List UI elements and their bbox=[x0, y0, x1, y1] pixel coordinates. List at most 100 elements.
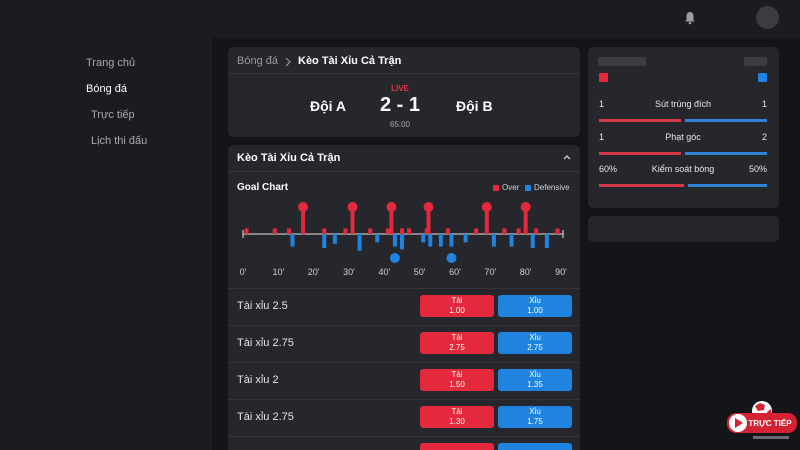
away-stat-value: 1 bbox=[761, 99, 767, 109]
over-odds-value: 1.30 bbox=[449, 417, 465, 426]
defensive-bar bbox=[509, 234, 514, 247]
x-tick-label: 50' bbox=[414, 267, 426, 277]
over-goal-marker bbox=[520, 202, 531, 212]
defensive-bar bbox=[357, 234, 362, 251]
over-goal-marker bbox=[481, 202, 492, 212]
away-stat-value: 2 bbox=[761, 132, 767, 142]
over-odds-value: 2.75 bbox=[449, 343, 465, 352]
sidebar bbox=[0, 38, 212, 450]
defensive-bar bbox=[332, 234, 337, 244]
live-badge: LIVE bbox=[391, 84, 409, 93]
over-bar bbox=[385, 228, 390, 234]
sidebar-item-football[interactable]: Bóng đá bbox=[86, 83, 127, 95]
defensive-goal-marker bbox=[446, 253, 457, 263]
over-odds-button[interactable] bbox=[420, 443, 494, 450]
divider bbox=[228, 73, 580, 74]
over-odds-button[interactable]: Tài 1.50 bbox=[420, 369, 494, 391]
under-odds-value: 1.75 bbox=[527, 417, 543, 426]
over-bar bbox=[272, 228, 277, 234]
defensive-bar bbox=[392, 234, 397, 247]
goal-chart-title: Goal Chart bbox=[237, 182, 289, 193]
stats-card bbox=[588, 47, 779, 208]
section-title: Kèo Tài Xỉu Cả Trận bbox=[237, 152, 341, 164]
over-bar bbox=[400, 228, 404, 234]
under-odds-button[interactable]: Xỉu 1.35 bbox=[498, 369, 572, 391]
stat-label: Sút trúng đích bbox=[654, 99, 712, 109]
top-bar bbox=[0, 0, 800, 38]
under-odds-label: Xỉu bbox=[529, 370, 541, 379]
breadcrumb-current: Kèo Tài Xỉu Cả Trận bbox=[298, 55, 402, 67]
x-tick-label: 70' bbox=[484, 267, 496, 277]
x-tick-label: 90' bbox=[555, 267, 567, 277]
defensive-bar bbox=[322, 234, 327, 248]
over-bar bbox=[426, 210, 431, 234]
chevron-right-icon bbox=[285, 57, 291, 67]
odds-row-label: Tài xỉu 2.75 bbox=[237, 411, 294, 423]
under-odds-label: Xỉu bbox=[529, 333, 541, 342]
bell-icon[interactable] bbox=[684, 11, 696, 25]
x-tick-label: 20' bbox=[308, 267, 320, 277]
legend-over-swatch bbox=[493, 184, 499, 191]
truc-tiep-logo: TRỰC TIẾP bbox=[727, 401, 797, 439]
divider bbox=[228, 288, 580, 289]
over-bar bbox=[474, 228, 479, 234]
x-tick-label: 0' bbox=[240, 267, 247, 277]
x-tick-label: 30' bbox=[343, 267, 355, 277]
over-odds-value: 1.50 bbox=[449, 380, 465, 389]
match-minute: 65:00 bbox=[389, 120, 411, 129]
legend-defensive-swatch bbox=[525, 184, 531, 191]
legend-defensive-label: Defensive bbox=[534, 183, 570, 192]
avatar[interactable] bbox=[756, 6, 779, 29]
sidebar-item-home[interactable]: Trang chủ bbox=[86, 57, 136, 69]
odds-row-label: Tài xỉu 2.5 bbox=[237, 300, 288, 312]
under-odds-value: 1.00 bbox=[527, 306, 543, 315]
away-stat-bar bbox=[685, 152, 767, 155]
home-name-placeholder bbox=[598, 57, 646, 66]
x-tick-label: 60' bbox=[449, 267, 461, 277]
under-odds-button[interactable]: Xỉu 1.00 bbox=[498, 295, 572, 317]
over-odds-button[interactable]: Tài 2.75 bbox=[420, 332, 494, 354]
under-odds-button[interactable] bbox=[498, 443, 572, 450]
over-odds-label: Tài bbox=[451, 407, 463, 416]
legend-over: Over bbox=[493, 183, 519, 192]
defensive-bar bbox=[400, 234, 404, 250]
divider bbox=[228, 399, 580, 400]
under-odds-value: 1.35 bbox=[527, 380, 543, 389]
home-team-color bbox=[599, 73, 608, 82]
over-bar bbox=[343, 228, 348, 234]
over-bar bbox=[301, 210, 306, 234]
match-score: 2 - 1 bbox=[379, 94, 421, 116]
over-odds-value: 1.00 bbox=[449, 306, 465, 315]
over-bar bbox=[286, 228, 291, 234]
over-odds-button[interactable]: Tài 1.30 bbox=[420, 406, 494, 428]
over-odds-label: Tài bbox=[451, 370, 463, 379]
over-bar bbox=[534, 228, 539, 234]
odds-row-label: Tài xỉu 2 bbox=[237, 374, 279, 386]
x-tick-label: 10' bbox=[272, 267, 284, 277]
over-bar bbox=[445, 228, 450, 234]
sidebar-item-live[interactable]: Trực tiếp bbox=[91, 109, 135, 121]
logo-text: TRỰC TIẾP bbox=[748, 418, 792, 428]
over-goal-marker bbox=[423, 202, 434, 212]
over-bar bbox=[322, 228, 327, 234]
sidebar-item-schedule[interactable]: Lịch thi đấu bbox=[91, 135, 148, 147]
over-bar bbox=[407, 228, 412, 234]
home-stat-bar bbox=[599, 184, 684, 187]
over-goal-marker bbox=[347, 202, 358, 212]
chevron-up-icon[interactable] bbox=[562, 152, 572, 162]
over-odds-button[interactable]: Tài 1.00 bbox=[420, 295, 494, 317]
defensive-bar bbox=[463, 234, 468, 243]
under-odds-button[interactable]: Xỉu 2.75 bbox=[498, 332, 572, 354]
breadcrumb-parent[interactable]: Bóng đá bbox=[237, 55, 278, 67]
defensive-goal-marker bbox=[389, 253, 400, 263]
defensive-bar bbox=[421, 234, 426, 243]
over-odds-label: Tài bbox=[451, 333, 463, 342]
x-tick-label: 80' bbox=[520, 267, 532, 277]
x-tick-label: 40' bbox=[378, 267, 390, 277]
under-odds-button[interactable]: Xỉu 1.75 bbox=[498, 406, 572, 428]
over-bar bbox=[484, 210, 489, 234]
home-stat-value: 1 bbox=[599, 99, 605, 109]
over-goal-marker bbox=[298, 202, 309, 212]
over-goal-marker bbox=[386, 202, 397, 212]
divider bbox=[228, 171, 580, 172]
